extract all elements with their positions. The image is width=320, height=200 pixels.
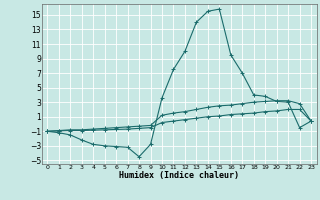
X-axis label: Humidex (Indice chaleur): Humidex (Indice chaleur): [119, 171, 239, 180]
